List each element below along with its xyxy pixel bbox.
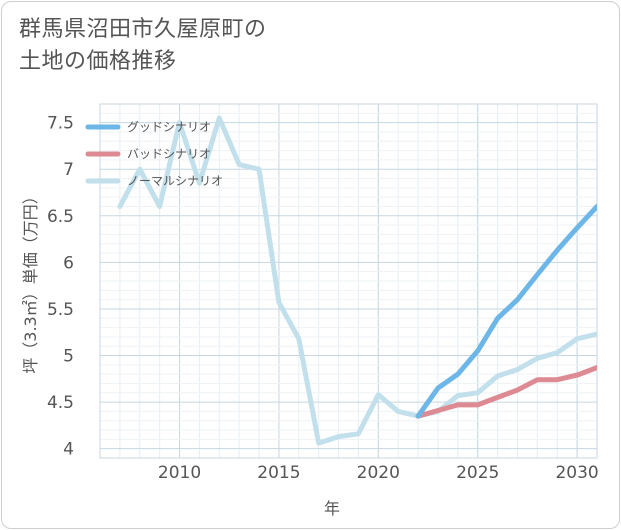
y-axis-title: 坪（3.3㎡）単価（万円）	[21, 188, 40, 373]
y-tick-labels: 4 4.5 5 5.5 6 6.5 7 7.5	[47, 114, 74, 460]
chart-title-line1: 群馬県沼田市久屋原町の	[19, 17, 267, 42]
series-layer	[117, 115, 597, 446]
x-tick-labels: 2010 2015 2020 2025 2030	[158, 463, 599, 483]
y-tick-label: 5	[63, 347, 74, 367]
chart-title-line2: 土地の価格推移	[19, 49, 177, 74]
x-axis-title: 年	[324, 499, 340, 518]
y-tick-label: 5.5	[47, 300, 74, 320]
legend-label-2: バッドシナリオ	[127, 147, 211, 161]
x-tick-label: 2010	[158, 463, 201, 483]
x-tick-label: 2030	[555, 463, 598, 483]
y-tick-label: 7	[63, 160, 74, 180]
y-tick-label: 4.5	[47, 393, 74, 413]
y-tick-label: 6	[63, 253, 74, 273]
grid	[100, 103, 597, 458]
series-line-2	[415, 365, 597, 419]
legend-label-1: グッドシナリオ	[127, 120, 211, 134]
y-tick-label: 7.5	[47, 114, 74, 134]
y-tick-label: 6.5	[47, 207, 74, 227]
chart-title: 群馬県沼田市久屋原町の 土地の価格推移	[19, 14, 267, 78]
series-line-1	[415, 204, 597, 419]
plot-border	[99, 103, 598, 459]
y-tick-label: 4	[63, 440, 74, 460]
series-line-3	[117, 115, 597, 446]
legend-label-3: ノーマルシナリオ	[127, 174, 223, 188]
x-tick-label: 2025	[456, 463, 499, 483]
x-tick-label: 2020	[357, 463, 400, 483]
x-tick-label: 2015	[257, 463, 300, 483]
